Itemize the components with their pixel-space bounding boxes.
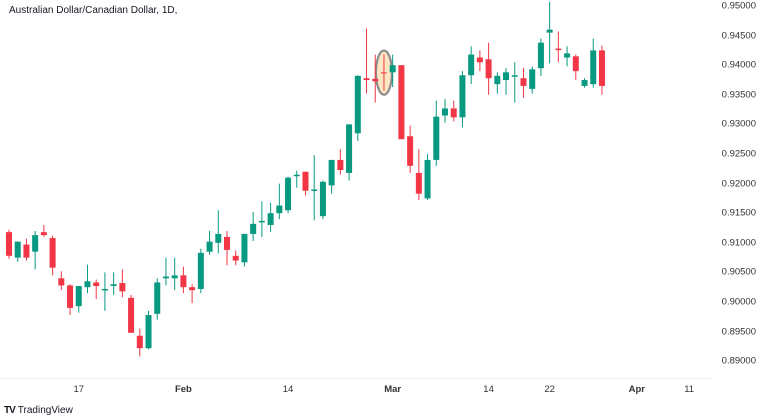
time-tick-label: Apr	[628, 384, 646, 395]
candle-up[interactable]	[162, 257, 169, 286]
candle-up[interactable]	[503, 68, 510, 95]
candle-up[interactable]	[84, 264, 91, 294]
time-tick-label: 22	[544, 384, 555, 395]
candle-down[interactable]	[337, 149, 344, 175]
candle-down[interactable]	[93, 279, 100, 300]
candle-up[interactable]	[546, 1, 553, 64]
tradingview-logo-icon: TV	[4, 405, 16, 416]
time-tick-label: 11	[684, 384, 695, 395]
candle-up[interactable]	[285, 176, 292, 214]
candle-down[interactable]	[415, 149, 422, 201]
time-tick-label: 14	[483, 384, 494, 395]
candle-down[interactable]	[555, 31, 562, 63]
candle-down[interactable]	[398, 65, 405, 140]
candle-up[interactable]	[154, 278, 161, 320]
candle-up[interactable]	[319, 180, 326, 220]
candle-up[interactable]	[424, 154, 431, 201]
time-tick-label: 14	[282, 384, 294, 395]
candle-up[interactable]	[328, 159, 335, 194]
time-axis[interactable]: 17 Feb 14 Mar 14 22 Apr 11	[0, 378, 712, 399]
candle-up[interactable]	[354, 75, 361, 141]
time-tick-label: Mar	[384, 384, 402, 395]
candle-down[interactable]	[49, 235, 56, 276]
price-tick-label: 0.91500	[721, 207, 756, 219]
candle-up[interactable]	[468, 46, 475, 85]
candle-down[interactable]	[180, 266, 187, 294]
candle-down[interactable]	[572, 54, 579, 80]
candle-down[interactable]	[58, 271, 65, 291]
candle-down[interactable]	[189, 284, 196, 304]
price-tick-label: 0.89500	[721, 326, 756, 338]
candle-up[interactable]	[311, 155, 318, 221]
candle-up[interactable]	[442, 98, 448, 123]
time-tick-label: Feb	[174, 384, 192, 395]
candle-down[interactable]	[302, 171, 309, 196]
candle-up[interactable]	[590, 38, 597, 88]
candle-up[interactable]	[581, 78, 588, 88]
candle-up[interactable]	[171, 257, 178, 291]
candle-down[interactable]	[232, 250, 239, 266]
candle-up[interactable]	[529, 66, 536, 94]
candle-down[interactable]	[23, 238, 30, 261]
candle-down[interactable]	[136, 328, 143, 357]
candle-up[interactable]	[32, 230, 39, 270]
candle-down[interactable]	[450, 100, 457, 122]
price-tick-label: 0.94500	[721, 30, 756, 42]
price-tick-label: 0.90500	[721, 266, 756, 278]
price-tick-label: 0.90000	[721, 296, 756, 308]
candle-up[interactable]	[267, 202, 274, 233]
candle-down[interactable]	[40, 225, 47, 237]
candle-down[interactable]	[6, 229, 12, 259]
candle-down[interactable]	[598, 45, 605, 95]
candle-down[interactable]	[67, 284, 74, 316]
candle-up[interactable]	[459, 71, 466, 128]
candle-down[interactable]	[485, 42, 492, 95]
candle-down[interactable]	[119, 269, 126, 298]
candle-up[interactable]	[197, 248, 204, 294]
candle-up[interactable]	[241, 233, 248, 267]
tradingview-branding[interactable]: TV TradingView	[4, 405, 73, 416]
candle-down[interactable]	[520, 68, 527, 98]
price-axis[interactable]: 0.95000 0.94500 0.94000 0.93500 0.93000 0.925…	[712, 0, 768, 377]
candle-up[interactable]	[293, 170, 300, 188]
brand-name: TradingView	[17, 405, 73, 416]
candle-up[interactable]	[250, 212, 257, 242]
candle-up[interactable]	[433, 100, 440, 166]
candle-up[interactable]	[145, 310, 152, 350]
candle-up[interactable]	[511, 62, 518, 103]
candle-down[interactable]	[476, 50, 483, 72]
candle-up[interactable]	[110, 272, 117, 295]
candle-down[interactable]	[363, 28, 370, 94]
price-tick-label: 0.91000	[721, 237, 756, 249]
candle-up[interactable]	[14, 241, 21, 262]
candlestick-plot[interactable]	[0, 0, 712, 377]
candle-up[interactable]	[346, 124, 353, 181]
candle-up[interactable]	[537, 38, 544, 76]
price-tick-label: 0.93500	[721, 89, 756, 101]
candle-down[interactable]	[224, 230, 230, 266]
candle-up[interactable]	[564, 46, 571, 67]
price-tick-label: 0.95000	[721, 0, 756, 12]
candle-up[interactable]	[494, 72, 501, 94]
candle-up[interactable]	[101, 272, 108, 311]
candle-up[interactable]	[206, 230, 213, 255]
candle-down[interactable]	[407, 125, 414, 173]
candle-down[interactable]	[372, 54, 379, 103]
time-tick-label: 17	[73, 384, 85, 395]
candle-up[interactable]	[258, 201, 265, 237]
price-tick-label: 0.92000	[721, 178, 756, 190]
price-tick-label: 0.89000	[721, 355, 756, 367]
chart-title: Australian Dollar/Canadian Dollar, 1D,	[9, 5, 178, 16]
candle-up[interactable]	[389, 54, 396, 88]
candle-down[interactable]	[128, 294, 135, 333]
price-tick-label: 0.92500	[721, 148, 756, 160]
candle-up[interactable]	[75, 286, 82, 313]
candle-up[interactable]	[276, 183, 283, 220]
price-tick-label: 0.94000	[721, 59, 756, 71]
candle-up[interactable]	[215, 210, 222, 254]
price-tick-label: 0.93000	[721, 118, 756, 130]
candle-up[interactable]	[380, 54, 387, 91]
